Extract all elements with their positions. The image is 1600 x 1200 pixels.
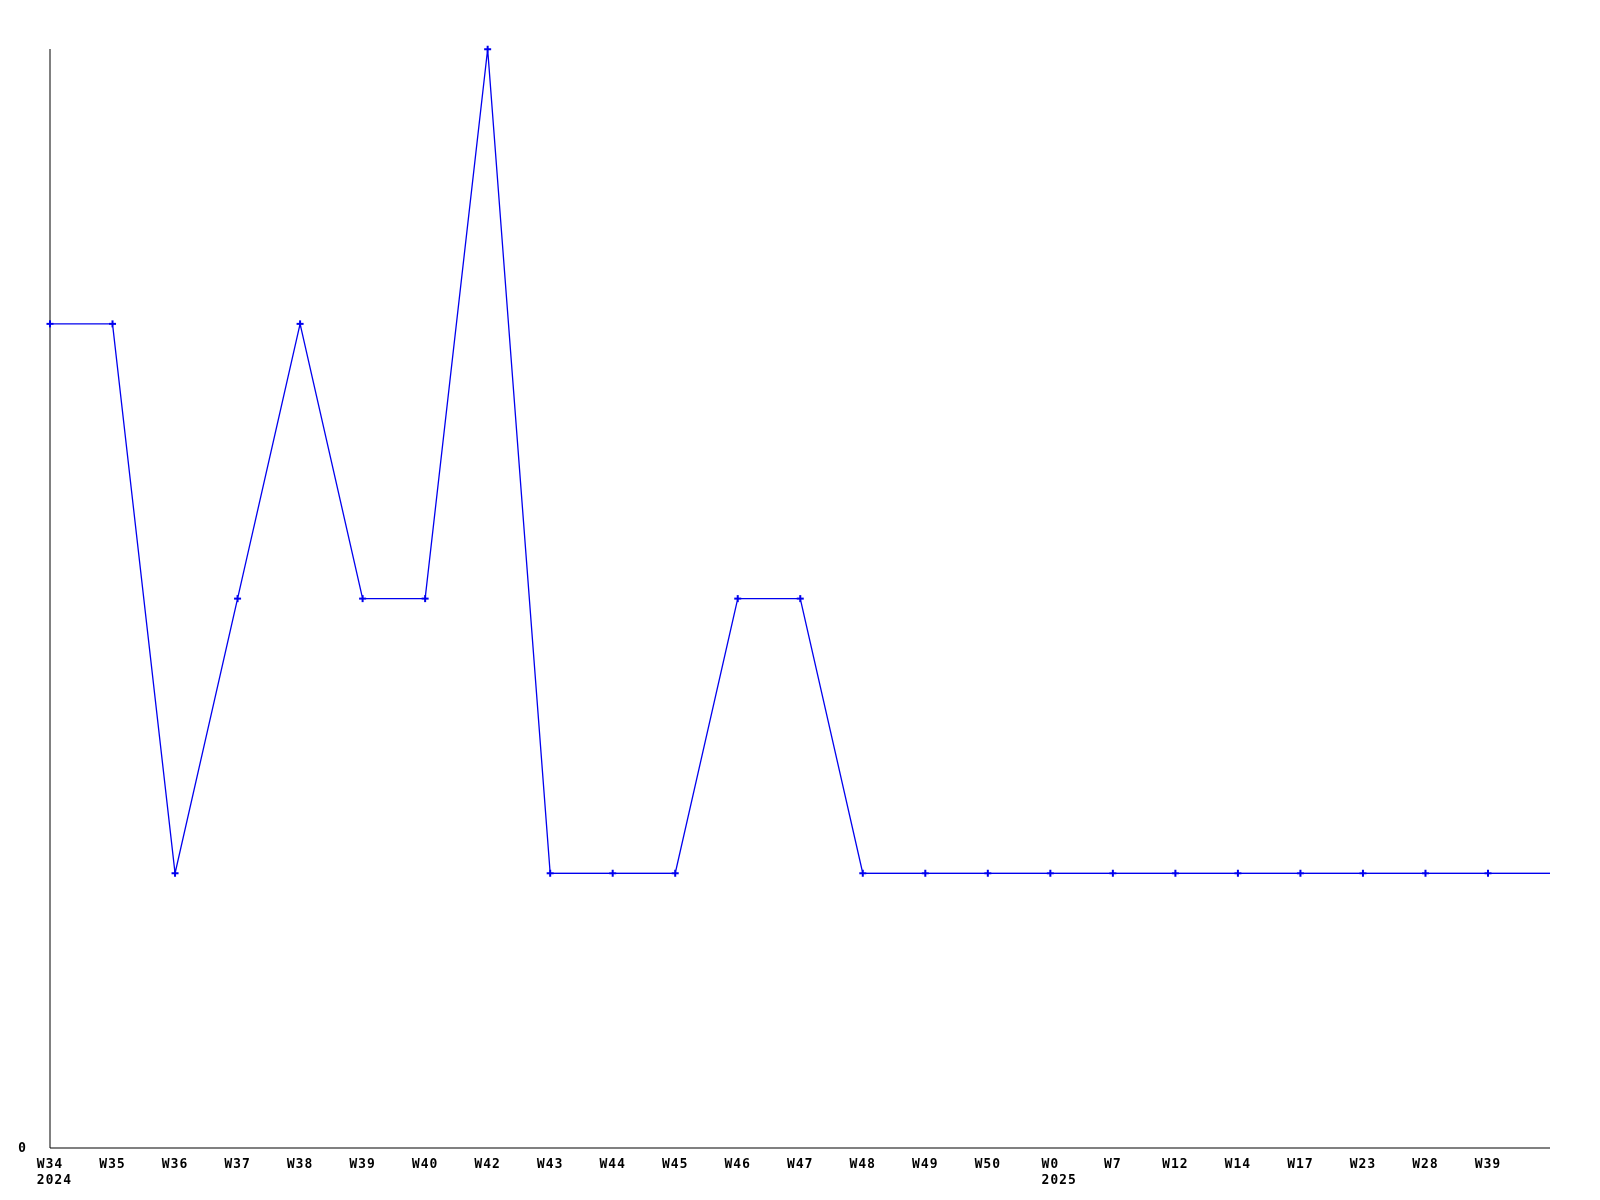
x-tick-label: W35 — [99, 1157, 125, 1172]
x-tick-label: W38 — [287, 1157, 313, 1172]
data-point-markers — [46, 45, 1492, 877]
x-tick-label: W47 — [787, 1157, 813, 1172]
x-tick-label: W39 — [349, 1157, 375, 1172]
x-tick-label: W28 — [1412, 1157, 1438, 1172]
x-tick-label: W40 — [412, 1157, 438, 1172]
x-tick-label: W44 — [599, 1157, 625, 1172]
y-axis-origin-label: 0 — [18, 1141, 27, 1156]
x-tick-label: W49 — [912, 1157, 938, 1172]
x-year-label: 2024 — [37, 1173, 72, 1188]
x-tick-label: W48 — [850, 1157, 876, 1172]
x-tick-label: W45 — [662, 1157, 688, 1172]
x-tick-label: W34 — [37, 1157, 63, 1172]
x-tick-label: W0 — [1042, 1157, 1060, 1172]
x-tick-label: W43 — [537, 1157, 563, 1172]
x-year-label: 2025 — [1042, 1173, 1077, 1188]
x-tick-label: W36 — [162, 1157, 188, 1172]
x-tick-label: W46 — [724, 1157, 750, 1172]
x-tick-label: W39 — [1475, 1157, 1501, 1172]
x-tick-label: W7 — [1104, 1157, 1122, 1172]
x-tick-label: W42 — [474, 1157, 500, 1172]
x-tick-label: W23 — [1350, 1157, 1376, 1172]
x-tick-label: W17 — [1287, 1157, 1313, 1172]
x-tick-label: W37 — [224, 1157, 250, 1172]
x-tick-label: W12 — [1162, 1157, 1188, 1172]
x-tick-label: W14 — [1225, 1157, 1251, 1172]
x-tick-label: W50 — [975, 1157, 1001, 1172]
data-line — [50, 49, 1550, 874]
